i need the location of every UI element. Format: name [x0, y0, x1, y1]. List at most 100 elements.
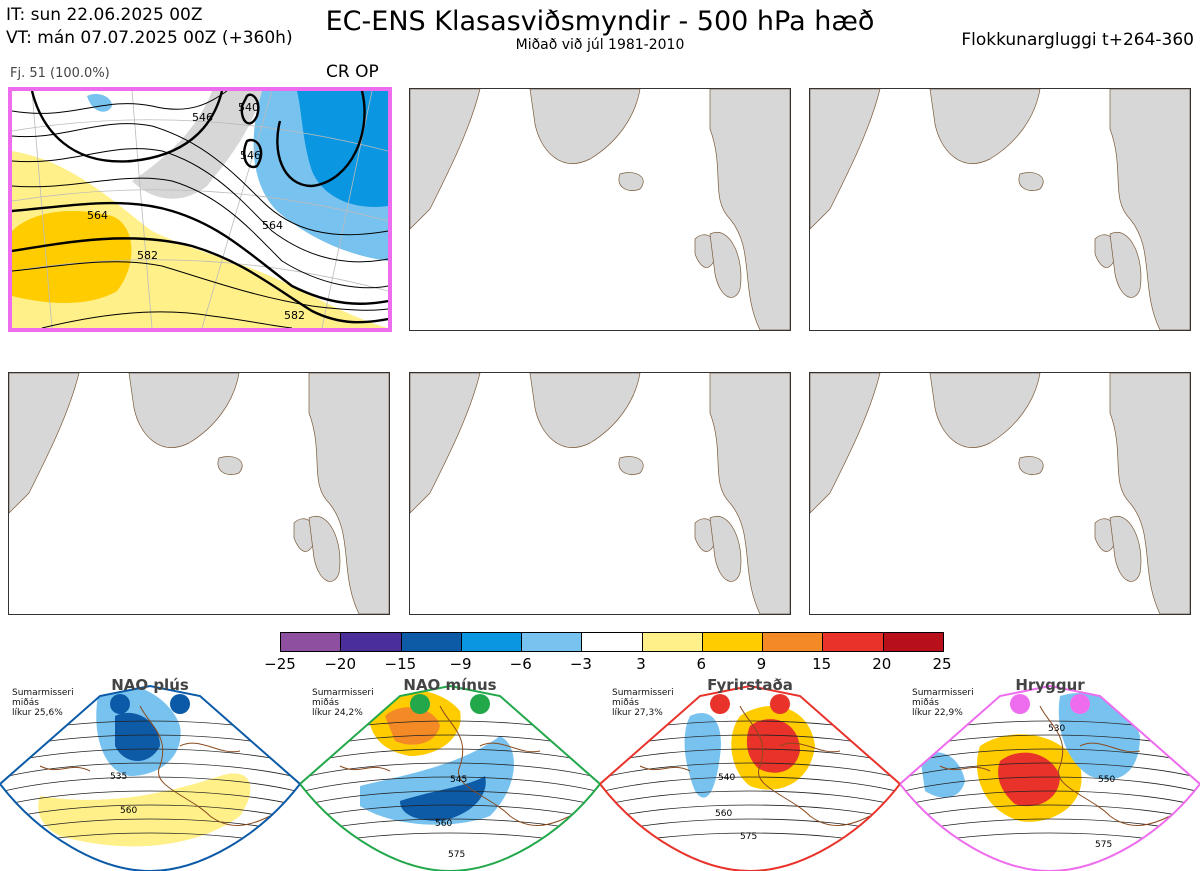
- regime-marker-dot: [110, 694, 130, 714]
- colorbar-label-1: −20: [324, 655, 356, 673]
- colorbar-swatch-4: [522, 633, 583, 651]
- regime-marker-dot: [470, 694, 490, 714]
- height-contour: [600, 748, 900, 765]
- regime-description: Sumarmisseri miðás líkur 24,2%: [312, 688, 374, 718]
- height-contour: [900, 804, 1200, 821]
- sector-border: [900, 684, 1200, 871]
- colorbar-swatch-9: [823, 633, 884, 651]
- colorbar-swatch-3: [461, 633, 523, 651]
- regime-marker-dot: [170, 694, 190, 714]
- coastline: [339, 705, 571, 826]
- sector-border: [600, 684, 900, 871]
- regime-marker-dot: [1010, 694, 1030, 714]
- contour-label: 550: [1098, 775, 1115, 785]
- regime-marker-dot: [410, 694, 430, 714]
- height-contour: [300, 762, 600, 779]
- regime-blocking[interactable]: 540 560 575 Fyrirstaða Sumarmisseri miðás líku…: [600, 676, 900, 871]
- height-contour: [0, 748, 300, 765]
- regime-map: 530 550 575: [900, 684, 1200, 871]
- contour-label: 575: [448, 850, 465, 860]
- contour-label: 540: [718, 773, 735, 783]
- colorbar-label-9: 15: [812, 655, 832, 673]
- title-block: EC-ENS Klasasviðsmyndir - 500 hPa hæð Mi…: [320, 6, 880, 52]
- cluster-map-5[interactable]: [409, 372, 791, 615]
- cluster-map-3[interactable]: [809, 88, 1191, 331]
- height-contour: [0, 762, 300, 779]
- contour-label-1: 546: [192, 111, 213, 124]
- height-contour: [600, 762, 900, 779]
- cluster-map-4[interactable]: [8, 372, 390, 615]
- anomaly-orange: [12, 211, 132, 303]
- cluster-info: Fj. 51 (100.0%): [10, 66, 110, 81]
- regime-nao-plus[interactable]: 535 560 NAO plús Sumarmisseri miðás líkur 25,…: [0, 676, 300, 871]
- contour-label-4: 564: [87, 209, 108, 222]
- cluster-tag: CR OP: [326, 62, 379, 82]
- height-contour: [300, 790, 600, 807]
- colorbar-label-5: −3: [569, 655, 592, 673]
- colorbar-label-11: 25: [932, 655, 952, 673]
- contour-label: 535: [110, 772, 127, 782]
- cluster-map-1[interactable]: 546 540 546 564 564 582 582: [8, 87, 392, 332]
- colorbar-swatch-0: [281, 633, 342, 651]
- valid-time: VT: mán 07.07.2025 00Z (+360h): [6, 28, 293, 48]
- regime-marker-dot: [710, 694, 730, 714]
- height-contour: [300, 776, 600, 793]
- run-times: IT: sun 22.06.2025 00Z VT: mán 07.07.202…: [6, 4, 293, 50]
- colorbar-label-10: 20: [872, 655, 892, 673]
- regime-name: Fyrirstaða: [707, 676, 793, 694]
- regime-marker-dot: [1070, 694, 1090, 714]
- colorbar-label-2: −15: [384, 655, 417, 673]
- regime-map: 535 560: [0, 684, 300, 871]
- init-time: IT: sun 22.06.2025 00Z: [6, 5, 203, 25]
- regime-description: Sumarmisseri miðás líkur 27,3%: [612, 688, 674, 718]
- regime-marker-dot: [770, 694, 790, 714]
- colorbar-label-0: −25: [264, 655, 296, 673]
- height-contour: [900, 790, 1200, 807]
- colorbar-label-8: 9: [756, 655, 767, 673]
- regime-map: 545 560 575: [300, 684, 600, 871]
- contour-label-6: 582: [137, 249, 158, 262]
- height-contour: [900, 818, 1200, 835]
- cluster-map-2[interactable]: [409, 88, 791, 331]
- contour-label: 545: [450, 775, 467, 785]
- height-contour: [600, 776, 900, 793]
- height-contour: [300, 804, 600, 821]
- cluster-map-6[interactable]: [809, 372, 1191, 615]
- regime-description: Sumarmisseri miðás líkur 25,6%: [12, 688, 74, 718]
- sector-border: [0, 684, 300, 871]
- anomaly-area-2: [38, 773, 251, 847]
- colorbar-swatch-8: [763, 633, 824, 651]
- colorbar-label-7: 6: [696, 655, 707, 673]
- height-contour: [900, 832, 1200, 849]
- page-subtitle: Miðað við júl 1981-2010: [515, 37, 685, 53]
- colorbar-swatch-6: [642, 633, 703, 651]
- anomaly-area-1: [746, 719, 800, 773]
- regime-name: NAO mínus: [403, 676, 497, 694]
- height-contour: [300, 748, 600, 765]
- contour-label: 560: [120, 806, 137, 816]
- colorbar-label-6: 3: [636, 655, 646, 673]
- contour-label: 575: [1095, 840, 1112, 850]
- classification-window: Flokkunargluggi t+264-360: [961, 30, 1194, 50]
- height-contour: [900, 748, 1200, 765]
- height-contour: [0, 776, 300, 793]
- height-contour: [0, 790, 300, 807]
- colorbar: [280, 632, 944, 652]
- contour-label: 560: [435, 819, 452, 829]
- anomaly-area-3: [920, 752, 965, 798]
- contour-label-5: 564: [262, 219, 283, 232]
- regime-ridge[interactable]: 530 550 575 Hryggur Sumarmisseri miðás líkur 2…: [900, 676, 1200, 871]
- colorbar-label-4: −6: [509, 655, 532, 673]
- contour-label: 560: [715, 809, 732, 819]
- colorbar-swatch-10: [883, 633, 943, 651]
- height-contour: [300, 832, 600, 849]
- coastline: [639, 705, 871, 826]
- contour-label-3: 546: [240, 149, 261, 162]
- height-contour: [900, 762, 1200, 779]
- height-contour: [900, 776, 1200, 793]
- page-title: EC-ENS Klasasviðsmyndir - 500 hPa hæð: [325, 6, 875, 37]
- colorbar-label-3: −9: [449, 655, 472, 673]
- colorbar-swatch-1: [341, 633, 402, 651]
- regime-nao-minus[interactable]: 545 560 575 NAO mínus Sumarmisseri miðás líkur…: [300, 676, 600, 871]
- colorbar-swatch-5: [582, 633, 643, 651]
